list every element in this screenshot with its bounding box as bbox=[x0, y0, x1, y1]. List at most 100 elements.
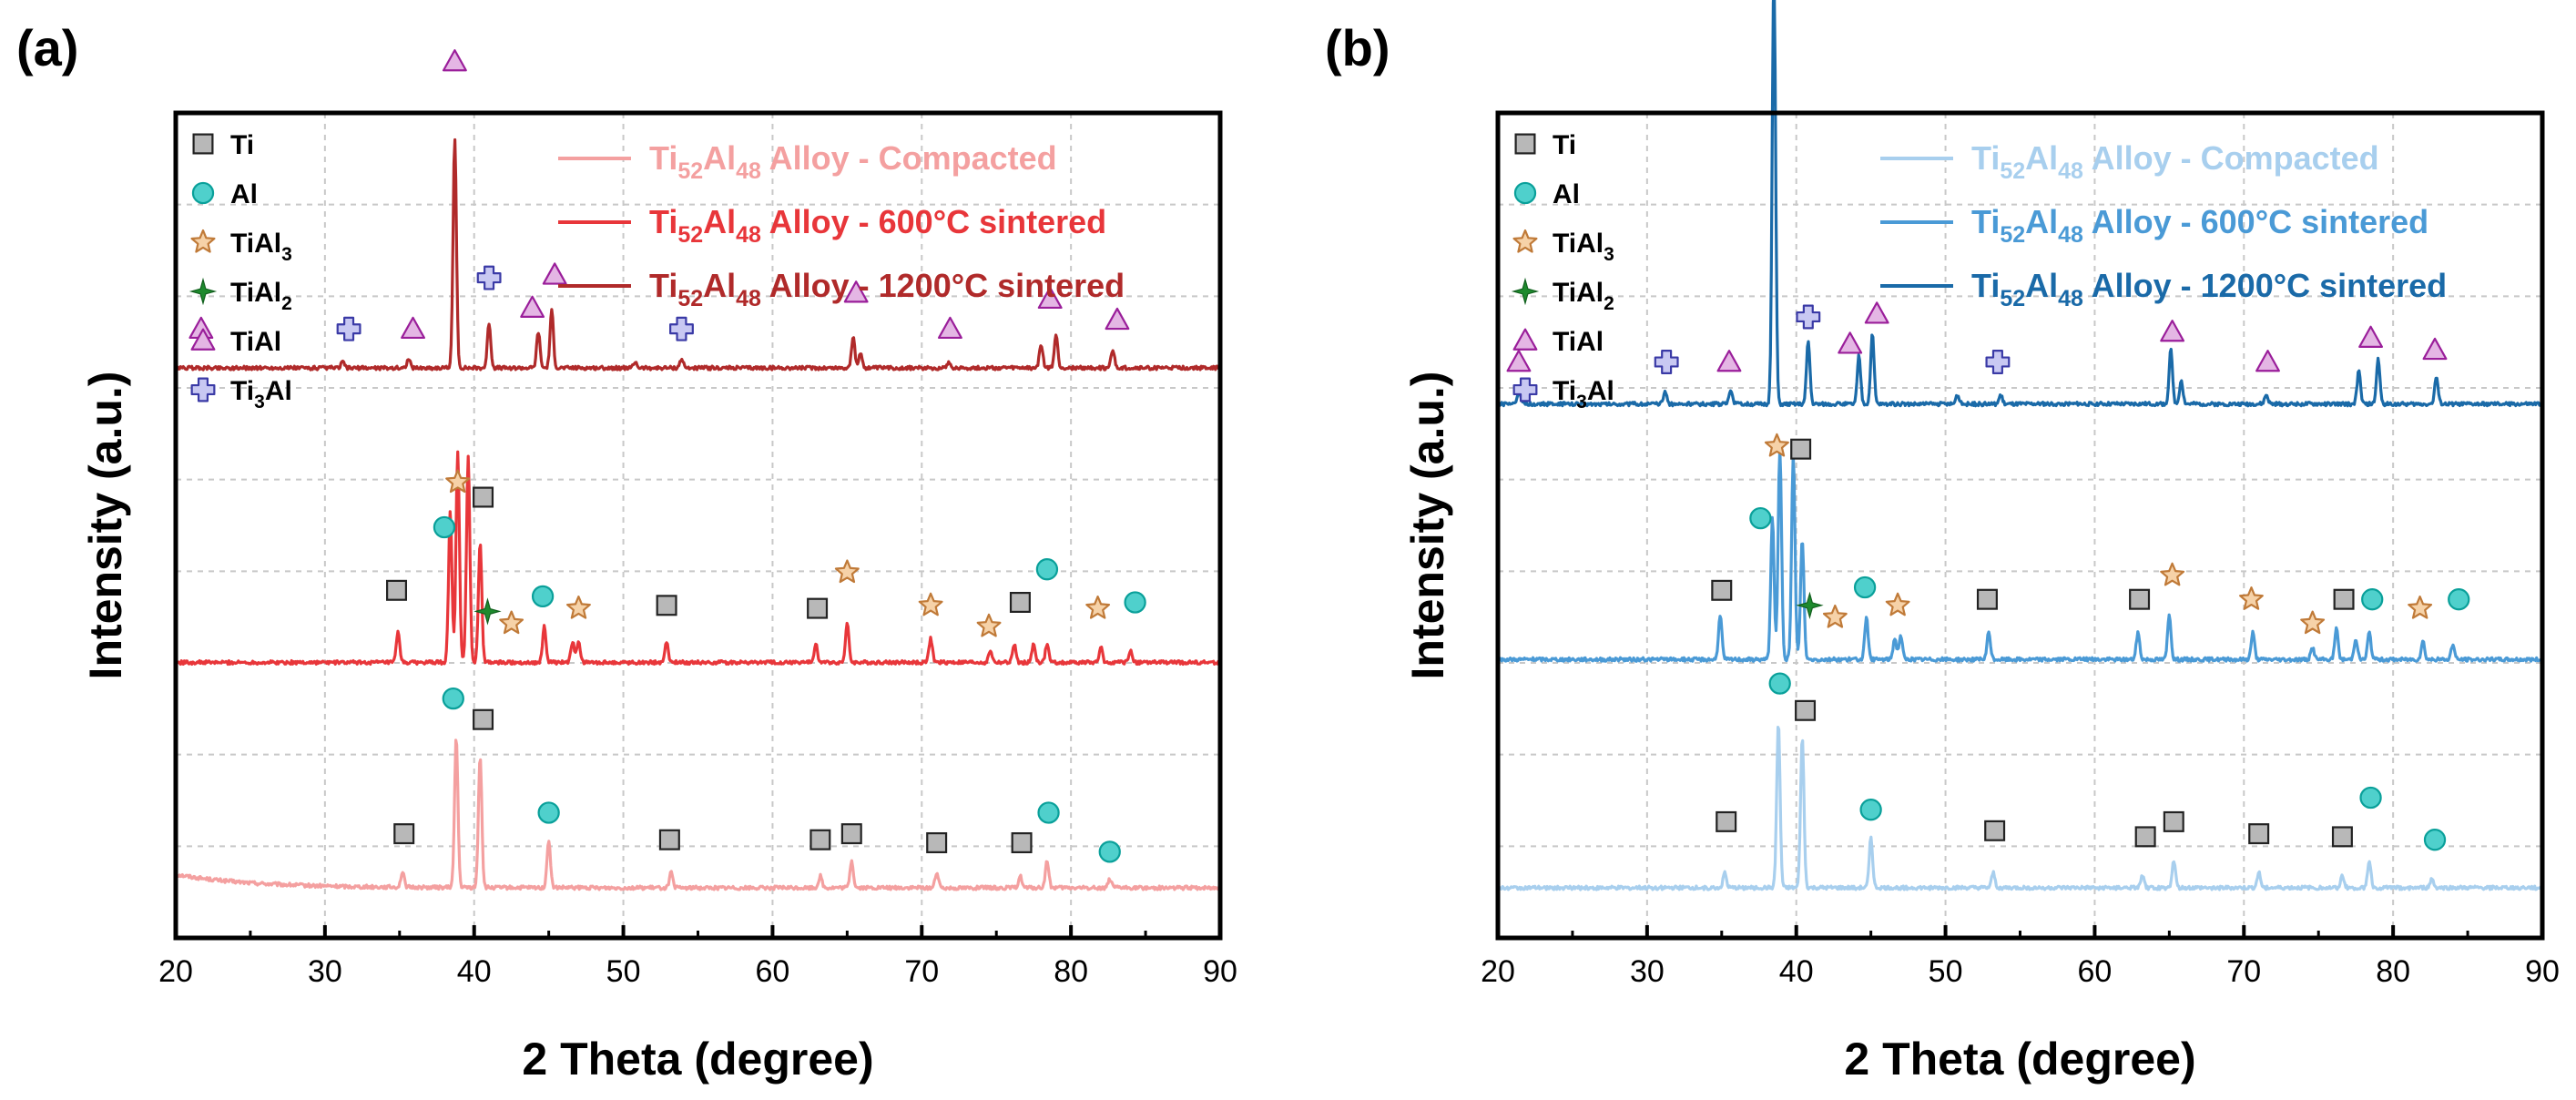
legend-ti-icon bbox=[1514, 133, 1536, 155]
phase-marker-al-icon bbox=[537, 801, 560, 824]
legend-ti-icon bbox=[192, 133, 214, 155]
x-tick-label: 60 bbox=[2078, 954, 2113, 989]
phase-marker-ti-icon bbox=[809, 829, 831, 850]
phase-marker-ti-icon bbox=[393, 823, 415, 845]
phase-marker-ti-icon bbox=[658, 829, 680, 850]
phase-marker-ti-icon bbox=[1790, 438, 1812, 460]
legend-phase-label: Ti bbox=[1553, 130, 1576, 160]
phase-marker-tial-icon bbox=[1716, 350, 1742, 372]
phase-marker-tial3-icon bbox=[918, 592, 943, 616]
phase-marker-tial-icon bbox=[2160, 320, 2185, 342]
phase-marker-tial2-icon bbox=[1796, 591, 1824, 620]
x-axis-label: 2 Theta (degree) bbox=[522, 1034, 873, 1085]
phase-marker-al-icon bbox=[1035, 558, 1059, 581]
phase-marker-ti-icon bbox=[840, 823, 862, 845]
legend-series-label: Ti52Al48 Alloy - 600°C sintered bbox=[649, 203, 1106, 248]
legend-tial-icon bbox=[190, 328, 216, 351]
legend-phase-label: TiAl bbox=[230, 327, 281, 357]
phase-marker-al-icon bbox=[2448, 588, 2470, 611]
phase-marker-al-icon bbox=[2423, 829, 2447, 851]
legend-phase-label: Ti3Al bbox=[1553, 376, 1614, 412]
phase-marker-tial3-icon bbox=[2300, 610, 2326, 635]
phase-marker-ti-icon bbox=[2129, 588, 2151, 610]
phase-marker-tial3-icon bbox=[565, 595, 591, 619]
phase-marker-ti-icon bbox=[807, 597, 829, 619]
phase-marker-tial2-icon bbox=[473, 597, 502, 626]
phase-marker-ti3al-icon bbox=[1796, 304, 1821, 330]
x-tick-label: 50 bbox=[606, 954, 641, 989]
phase-marker-tial3-icon bbox=[1885, 592, 1910, 616]
phase-marker-ti-icon bbox=[1984, 820, 2006, 841]
phase-marker-tial3-icon bbox=[976, 613, 1002, 637]
legend-tial3-icon bbox=[1512, 229, 1538, 253]
chart-panel-b: (b) 20 30 40 50 60 70 80 90 2 Theta (degree) Inten… bbox=[1325, 0, 2560, 1085]
phase-marker-ti-icon bbox=[2333, 588, 2355, 610]
phase-marker-ti-icon bbox=[2134, 826, 2156, 848]
phase-marker-tial-icon bbox=[843, 280, 869, 303]
phase-marker-tial-icon bbox=[1506, 350, 1532, 372]
legend-ti3al-icon bbox=[190, 377, 216, 402]
phase-marker-ti-icon bbox=[926, 831, 948, 853]
panel-label: (a) bbox=[16, 19, 78, 76]
phase-marker-ti-icon bbox=[1976, 588, 1998, 610]
phase-marker-ti3al-icon bbox=[669, 316, 694, 341]
legend-phase-label: Al bbox=[230, 179, 258, 209]
series-line bbox=[174, 738, 1222, 891]
legend-phase-label: TiAl3 bbox=[230, 229, 292, 265]
legend-phase-label: TiAl bbox=[1553, 327, 1604, 357]
x-tick-label: 30 bbox=[308, 954, 342, 989]
x-tick-label: 90 bbox=[2525, 954, 2560, 989]
phase-marker-tial-icon bbox=[1838, 331, 1863, 354]
x-tick-label: 70 bbox=[904, 954, 939, 989]
y-axis-label: Intensity (a.u.) bbox=[80, 372, 131, 680]
phase-marker-tial3-icon bbox=[1822, 604, 1848, 628]
phase-marker-tial-icon bbox=[442, 49, 467, 72]
phase-marker-al-icon bbox=[1037, 801, 1060, 824]
x-tick-label: 80 bbox=[2376, 954, 2410, 989]
phase-marker-ti-icon bbox=[2163, 810, 2184, 832]
legend-al-icon bbox=[1513, 181, 1537, 205]
phase-marker-tial-icon bbox=[401, 316, 425, 340]
phase-marker-al-icon bbox=[1853, 575, 1877, 599]
phase-marker-al-icon bbox=[433, 515, 456, 539]
phase-marker-tial3-icon bbox=[1764, 433, 1789, 457]
phase-marker-al-icon bbox=[1859, 799, 1882, 821]
series-line bbox=[1496, 726, 2544, 891]
series-line bbox=[174, 138, 1221, 372]
legend-series-label: Ti52Al48 Alloy - Compacted bbox=[1971, 139, 2379, 184]
x-tick-label: 90 bbox=[1203, 954, 1237, 989]
phase-marker-ti-icon bbox=[2248, 823, 2270, 845]
phase-marker-ti-icon bbox=[2331, 826, 2353, 848]
phase-marker-tial3-icon bbox=[499, 610, 524, 635]
phase-marker-ti3al-icon bbox=[336, 316, 361, 341]
phase-marker-tial-icon bbox=[542, 262, 567, 285]
phase-marker-al-icon bbox=[442, 687, 464, 710]
phase-marker-tial-icon bbox=[1105, 307, 1130, 331]
phase-marker-al-icon bbox=[1124, 591, 1146, 614]
chart-panel-a: (a) 20 30 40 50 60 70 80 90 2 Theta (degree) Inten… bbox=[16, 19, 1237, 1085]
phase-marker-tial3-icon bbox=[2160, 562, 2185, 586]
phase-marker-ti3al-icon bbox=[476, 265, 502, 290]
legend-phase-label: Ti3Al bbox=[230, 376, 292, 412]
x-tick-label: 40 bbox=[1779, 954, 1814, 989]
series-line bbox=[1496, 0, 2544, 408]
phase-marker-al-icon bbox=[1749, 506, 1772, 530]
phase-marker-al-icon bbox=[2359, 786, 2382, 810]
phase-marker-al-icon bbox=[531, 585, 555, 608]
series-line bbox=[175, 450, 1221, 667]
phase-marker-al-icon bbox=[1098, 840, 1121, 863]
phase-marker-tial3-icon bbox=[1085, 595, 1111, 619]
phase-marker-ti3al-icon bbox=[1654, 350, 1679, 374]
phase-marker-ti-icon bbox=[656, 595, 677, 616]
y-axis-label: Intensity (a.u.) bbox=[1402, 372, 1453, 680]
phase-marker-tial-icon bbox=[1864, 301, 1889, 324]
x-tick-label: 80 bbox=[1054, 954, 1088, 989]
legend-series-label: Ti52Al48 Alloy - 600°C sintered bbox=[1971, 203, 2428, 248]
phase-marker-al-icon bbox=[2361, 588, 2384, 611]
x-tick-label: 60 bbox=[756, 954, 790, 989]
phase-marker-ti-icon bbox=[1711, 579, 1733, 601]
x-tick-label: 30 bbox=[1630, 954, 1665, 989]
legend-series-label: Ti52Al48 Alloy - 1200°C sintered bbox=[649, 267, 1125, 311]
phase-marker-ti-icon bbox=[386, 579, 408, 601]
